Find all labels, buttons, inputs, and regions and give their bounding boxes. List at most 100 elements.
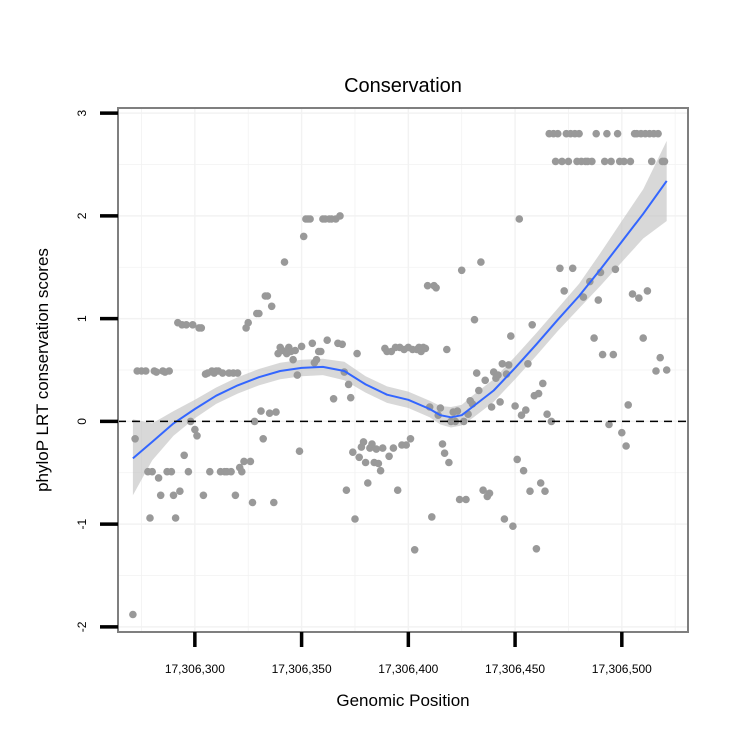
data-point <box>620 157 628 166</box>
data-point <box>218 369 227 377</box>
data-point <box>453 407 462 415</box>
data-point <box>656 353 664 362</box>
data-point <box>522 406 530 414</box>
data-point <box>475 386 483 395</box>
data-point <box>349 448 357 457</box>
y-tick-label: -1 <box>75 518 89 529</box>
y-tick-label: 1 <box>75 315 89 322</box>
data-point <box>351 515 359 523</box>
data-point <box>534 389 543 398</box>
data-point <box>129 610 137 619</box>
data-point <box>662 366 671 374</box>
data-point <box>156 491 165 500</box>
data-point <box>344 380 353 389</box>
data-point <box>487 403 496 411</box>
data-point <box>605 420 613 429</box>
data-point <box>455 495 464 504</box>
data-point <box>639 334 647 342</box>
data-point <box>600 157 609 166</box>
data-point <box>494 371 502 379</box>
data-point <box>378 444 387 452</box>
data-point <box>389 444 398 452</box>
data-point <box>462 495 470 504</box>
data-point <box>556 264 564 273</box>
data-point <box>472 369 481 377</box>
data-point <box>554 129 562 138</box>
data-point <box>171 514 180 522</box>
data-point <box>507 332 515 340</box>
data-point <box>526 487 534 496</box>
data-point <box>263 292 272 300</box>
data-point <box>359 438 368 446</box>
data-point <box>385 452 393 461</box>
data-point <box>558 157 566 166</box>
x-tick-label: 17,306,450 <box>485 662 545 676</box>
data-point <box>131 435 139 443</box>
x-tick-label: 17,306,350 <box>272 662 332 676</box>
data-point <box>152 368 161 376</box>
data-point <box>338 340 347 349</box>
data-point <box>432 284 440 292</box>
data-point <box>532 545 541 553</box>
data-point <box>176 487 184 496</box>
data-point <box>295 447 304 456</box>
data-point <box>299 232 308 241</box>
data-point <box>231 491 240 500</box>
data-point <box>515 215 524 223</box>
data-point <box>626 157 635 166</box>
points-layer <box>129 129 671 619</box>
data-point <box>519 466 528 475</box>
data-point <box>180 451 188 460</box>
data-point <box>598 350 607 359</box>
data-point <box>504 361 513 369</box>
data-point <box>184 467 193 476</box>
data-point <box>197 324 206 332</box>
data-point <box>445 458 453 467</box>
data-point <box>410 546 419 554</box>
data-point <box>485 489 494 498</box>
data-point <box>628 290 637 298</box>
data-point <box>312 355 321 364</box>
data-point <box>588 157 596 166</box>
data-point <box>342 486 351 495</box>
data-point <box>607 157 615 166</box>
data-point <box>590 334 598 342</box>
data-point <box>250 417 259 426</box>
data-point <box>479 486 487 495</box>
data-point <box>421 344 430 353</box>
data-point <box>364 479 372 487</box>
chart-title: Conservation <box>344 75 462 97</box>
data-point <box>154 474 163 482</box>
plot-frame <box>117 107 689 633</box>
data-point <box>227 467 235 476</box>
data-point <box>233 369 242 377</box>
data-point <box>443 345 451 354</box>
data-point <box>289 355 297 364</box>
data-point <box>293 371 302 379</box>
data-point <box>460 417 468 426</box>
data-point <box>652 367 660 375</box>
data-point <box>541 487 549 496</box>
data-point <box>376 466 385 475</box>
data-point <box>477 258 485 266</box>
data-point <box>272 408 280 416</box>
data-point <box>182 321 191 329</box>
data-point <box>551 157 560 166</box>
data-point <box>374 459 383 468</box>
data-point <box>270 498 278 507</box>
data-point <box>524 360 532 368</box>
data-point <box>306 215 314 223</box>
data-point <box>346 393 355 402</box>
y-tick-label: 0 <box>75 418 89 425</box>
data-point <box>148 467 156 476</box>
data-point <box>500 515 509 523</box>
data-point <box>498 360 507 368</box>
data-point <box>291 346 300 355</box>
data-point <box>660 157 669 166</box>
data-point <box>438 440 447 448</box>
data-point <box>470 315 479 324</box>
data-point <box>611 265 620 274</box>
data-point <box>517 411 526 420</box>
smooth-line <box>132 180 668 460</box>
